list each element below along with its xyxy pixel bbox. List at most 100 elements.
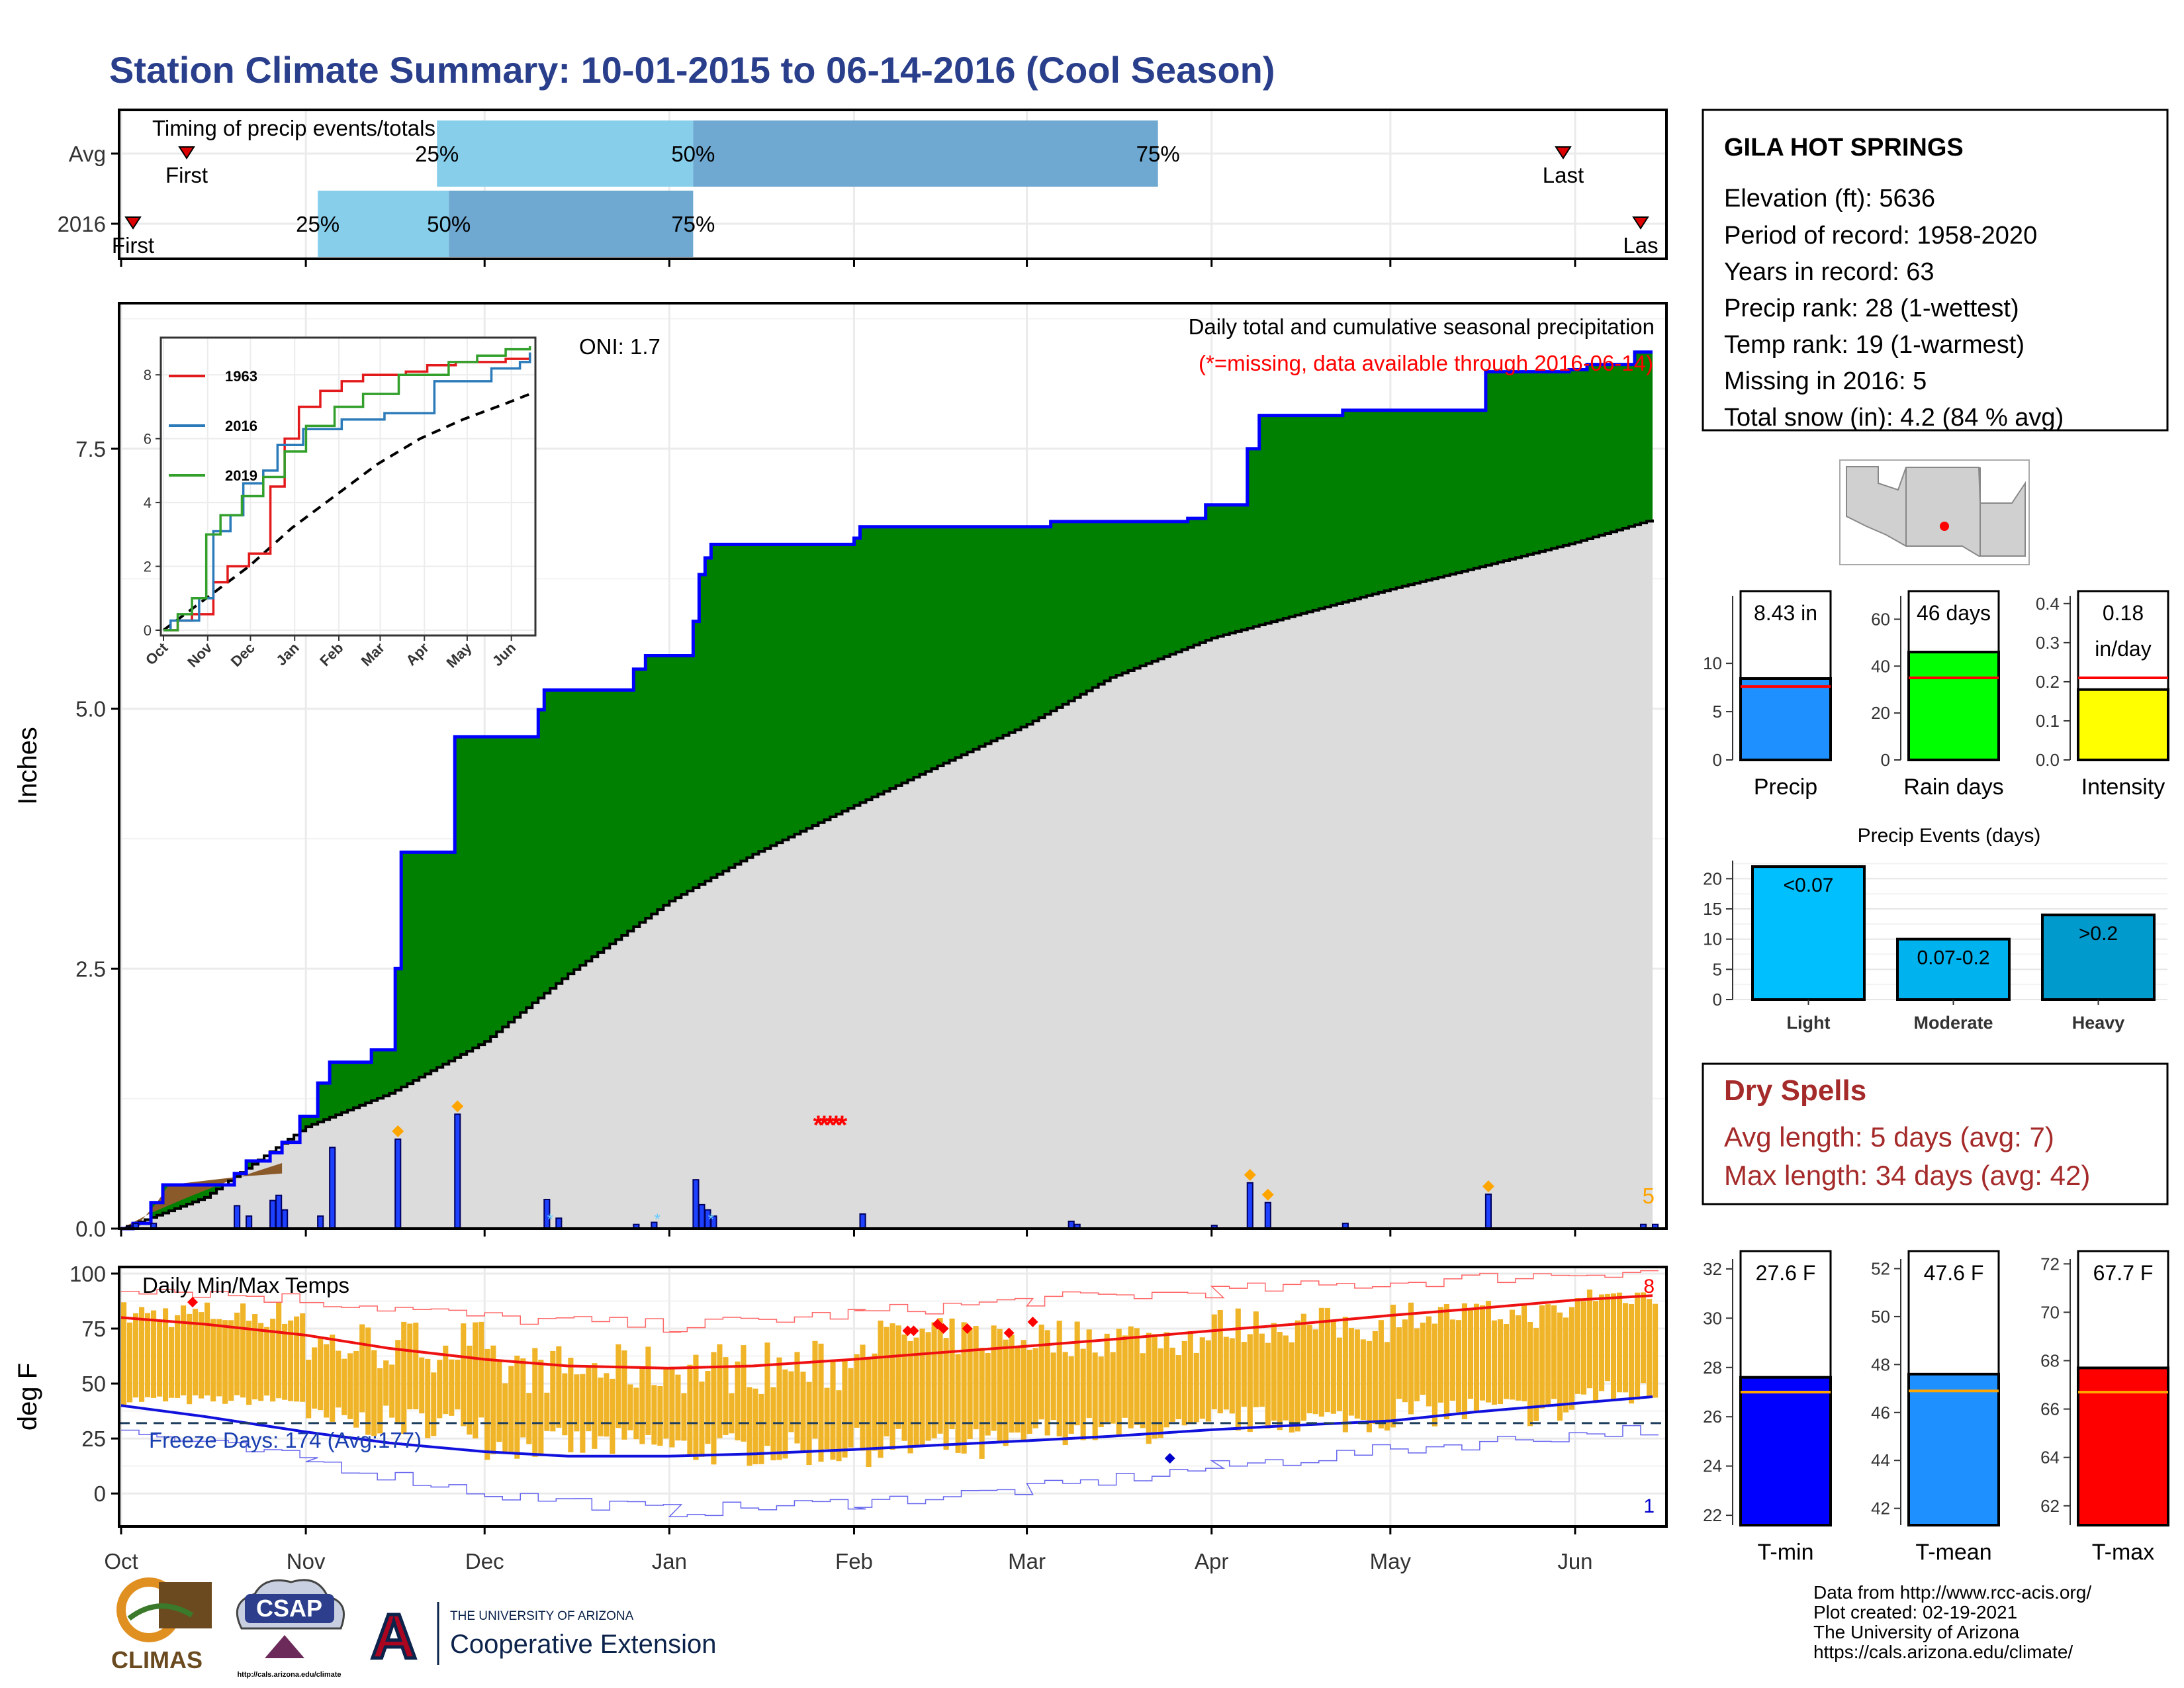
daily-temp-bar [1336, 1337, 1342, 1411]
daily-temp-bar [1116, 1329, 1122, 1436]
inset-grid [161, 338, 535, 635]
daily-temp-bar [794, 1352, 800, 1444]
daily-temp-bar [240, 1303, 246, 1398]
small-chart-y-tick-label: 20 [1871, 703, 1890, 723]
daily-temp-bar [1372, 1331, 1378, 1425]
footer-line-3: The University of Arizona [1813, 1622, 2020, 1642]
daily-temp-bar [1205, 1340, 1211, 1422]
daily-temp-bar [1122, 1335, 1128, 1418]
daily-temp-bar [1247, 1334, 1253, 1432]
daily-temp-bar [371, 1350, 377, 1436]
snow-marker [451, 1100, 464, 1113]
dry-spells-title: Dry Spells [1724, 1074, 1866, 1107]
daily-temp-bar [1497, 1319, 1504, 1405]
timing-bar-25-50 [437, 120, 694, 187]
events-bar-Moderate [1896, 937, 2011, 1002]
daily-temp-bar [294, 1316, 300, 1402]
station-box-frame [1702, 109, 2169, 432]
timing-row-label: 2016 [58, 212, 106, 236]
small-chart-value-label-T-mean: 47.6 F [1924, 1261, 1984, 1285]
small-chart-bar-Precip [1739, 677, 1832, 761]
small-chart-y-tick-label: 0.0 [2036, 750, 2060, 770]
events-y-tick-label: 5 [1713, 959, 1722, 979]
small-chart-y-tick-label: 64 [2040, 1448, 2060, 1468]
daily-temp-bar [1235, 1308, 1241, 1431]
daily-temp-bar [1426, 1316, 1432, 1407]
daily-temp-bar [723, 1357, 729, 1435]
csap-logo: CSAP http://cals.arizona.edu/climate [236, 1579, 345, 1679]
daily-temp-bar [639, 1366, 645, 1444]
daily-temp-bar [604, 1373, 610, 1437]
daily-temp-bar [1408, 1302, 1414, 1415]
daily-temp-bar [395, 1340, 401, 1424]
daily-temp-bar [1140, 1353, 1146, 1429]
daily-temp-bar [216, 1319, 222, 1397]
daily-temp-bar [1086, 1329, 1092, 1419]
daily-temp-bar [586, 1366, 592, 1432]
daily-temp-bar [1193, 1352, 1199, 1423]
missing-data-marker: * [831, 1111, 842, 1140]
daily-temp-bar [520, 1358, 526, 1438]
daily-temp-bar [1574, 1298, 1581, 1394]
small-chart-y-tick-label: 10 [1703, 653, 1722, 673]
daily-precip-bar [269, 1199, 277, 1229]
small-chart-y-tick-label: 5 [1713, 702, 1722, 722]
daily-temp-bar [407, 1323, 413, 1410]
daily-temp-bar [473, 1322, 478, 1438]
daily-temp-bar [633, 1387, 639, 1440]
snow-marker [392, 1125, 404, 1137]
missing-data-marker: * [819, 1111, 830, 1140]
precip-fills [121, 350, 1654, 1231]
csap-badge [245, 1594, 334, 1623]
daily-temp-bar [1265, 1342, 1271, 1429]
small-chart-bar-T-min [1739, 1376, 1832, 1527]
csap-logo-text: CSAP [256, 1595, 322, 1622]
small-chart-bar-T-max [2077, 1366, 2169, 1527]
daily-temp-bar [931, 1322, 937, 1438]
events-y-tick-label: 0 [1713, 990, 1722, 1009]
daily-precip-bar [281, 1209, 289, 1229]
small-chart-y-tick-label: 52 [1871, 1258, 1890, 1278]
climas-logo-text: CLIMAS [111, 1646, 203, 1673]
record-high-marker [1027, 1317, 1038, 1328]
daily-temp-bar [353, 1350, 359, 1428]
small-chart-y-tick-label: 24 [1703, 1456, 1722, 1476]
small-chart-y-tick-label: 70 [2040, 1302, 2060, 1322]
temp-daily-bars [121, 1289, 1659, 1468]
station-period: Period of record: 1958-2020 [1724, 222, 2037, 250]
ua-logo-top-text: THE UNIVERSITY OF ARIZONA [450, 1609, 634, 1623]
record-max-line [121, 1270, 1659, 1333]
events-value-label-Heavy: >0.2 [2079, 923, 2118, 945]
ua-logo-bg [361, 1602, 427, 1664]
daily-precip-bar [454, 1113, 461, 1230]
daily-temp-bar [788, 1371, 794, 1432]
temp-y-tick-label: 100 [69, 1262, 106, 1286]
daily-temp-bar [913, 1337, 919, 1448]
daily-temp-bar [1104, 1333, 1110, 1423]
daily-temp-bar [568, 1358, 574, 1452]
small-chart-y-tick-label: 66 [2040, 1399, 2060, 1419]
daily-temp-bar [127, 1322, 133, 1403]
daily-temp-bar [949, 1318, 955, 1430]
daily-temp-bar [532, 1348, 538, 1457]
daily-temp-bar [663, 1368, 669, 1439]
daily-temp-bar [467, 1345, 473, 1435]
daily-temp-bar [1390, 1304, 1396, 1428]
daily-temp-bar [210, 1319, 216, 1402]
dry-spells-box: Dry Spells Avg length: 5 days (avg: 7) M… [1702, 1062, 2169, 1205]
daily-temp-bar [270, 1319, 276, 1402]
small-chart-category-label-T-mean: T-mean [1915, 1540, 1991, 1565]
daily-temp-bar [1479, 1305, 1486, 1401]
ua-logo-letter: A [371, 1601, 416, 1672]
daily-temp-bar [693, 1354, 699, 1460]
daily-temp-bar [1158, 1348, 1163, 1438]
daily-temp-bar [461, 1323, 467, 1427]
daily-temp-bar [812, 1340, 818, 1439]
oni-annotation: ONI: 1.7 [579, 334, 660, 359]
daily-temp-bar [1640, 1292, 1647, 1383]
daily-temp-bar [901, 1334, 907, 1441]
daily-temp-bar [1485, 1301, 1492, 1403]
daily-precip-bar [555, 1217, 563, 1229]
precip-panel: ****** * * 0.02.55.07.5 Daily total and cu… [13, 302, 1668, 1241]
